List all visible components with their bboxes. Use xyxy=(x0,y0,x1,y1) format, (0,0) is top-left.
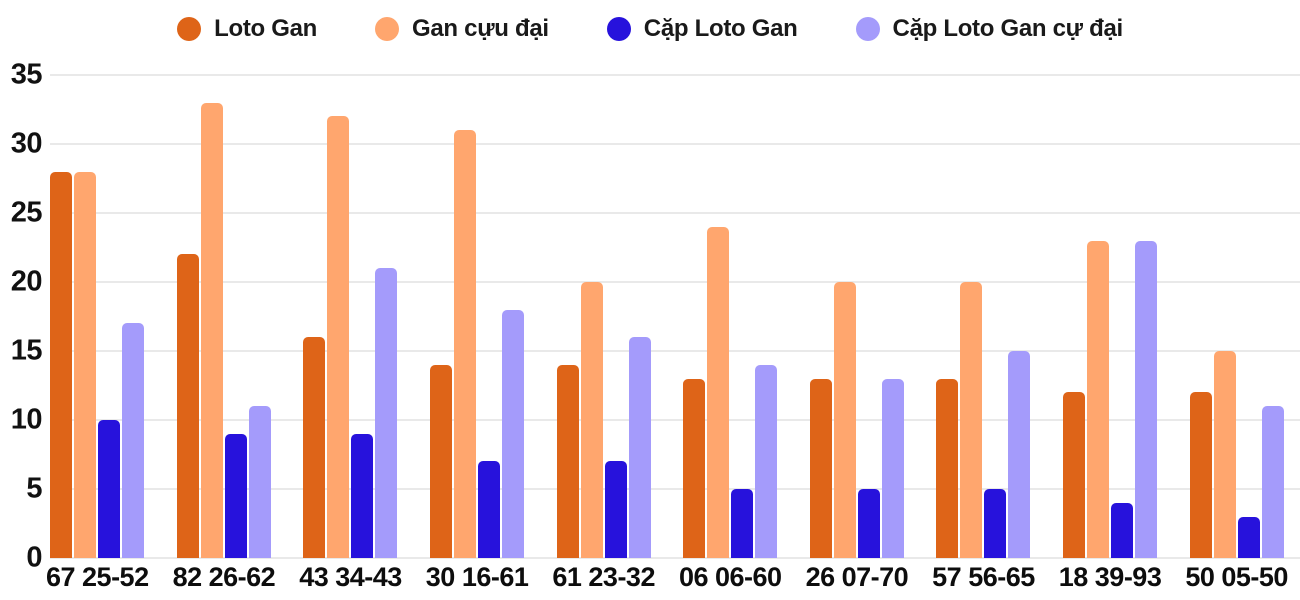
bar-gan-cựu-đại[interactable] xyxy=(1087,240,1110,558)
gridline xyxy=(50,74,1300,76)
bar-cặp-loto-gan-cự-đại[interactable] xyxy=(1008,351,1031,558)
legend-label: Cặp Loto Gan cự đại xyxy=(892,15,1124,42)
bar-gan-cựu-đại[interactable] xyxy=(1213,351,1236,558)
y-axis-tick-label: 20 xyxy=(10,265,43,298)
bar-cặp-loto-gan-cự-đại[interactable] xyxy=(1135,240,1158,558)
x-axis-category-label: 30 16-61 xyxy=(425,562,529,592)
y-axis-tick-label: 10 xyxy=(10,403,43,436)
legend-item-cap-loto-gan[interactable]: Cặp Loto Gan xyxy=(606,15,798,43)
legend-color-dot-icon xyxy=(855,17,880,41)
legend-label: Gan cựu đại xyxy=(412,15,549,42)
bar-cặp-loto-gan-cự-đại[interactable] xyxy=(628,337,651,558)
bar-cặp-loto-gan-cự-đại[interactable] xyxy=(248,406,271,558)
legend-item-gan-cuu-dai[interactable]: Gan cựu đại xyxy=(375,15,549,43)
legend-item-cap-loto-gan-cu-dai[interactable]: Cặp Loto Gan cự đại xyxy=(855,15,1124,43)
bar-cặp-loto-gan-cự-đại[interactable] xyxy=(1261,406,1284,558)
gridline xyxy=(50,143,1300,145)
bar-gan-cựu-đại[interactable] xyxy=(74,171,97,558)
plot-gridlines xyxy=(50,74,1300,559)
y-axis-tick-label: 35 xyxy=(10,58,43,91)
gridline xyxy=(50,350,1300,352)
x-axis-category-label: 61 23-32 xyxy=(552,562,655,592)
x-axis-labels: 67 25-52 82 26-62 43 34-43 30 16-61 61 23-32… xyxy=(34,561,1300,593)
x-axis-category-label: 67 25-52 xyxy=(46,562,149,592)
x-axis-category-label: 06 06-60 xyxy=(678,562,782,592)
plot-area xyxy=(34,75,1300,558)
legend-label: Loto Gan xyxy=(214,15,318,42)
bar-loto-gan[interactable] xyxy=(430,364,453,558)
y-axis-tick-label: 0 xyxy=(26,541,42,574)
bar-cặp-loto-gan[interactable] xyxy=(224,433,247,558)
bar-group xyxy=(287,75,414,558)
y-axis-tick-label: 5 xyxy=(26,472,42,505)
legend-item-loto-gan[interactable]: Loto Gan xyxy=(177,15,317,43)
bar-cặp-loto-gan[interactable] xyxy=(1237,516,1260,558)
bar-loto-gan[interactable] xyxy=(683,378,706,558)
bar-gan-cựu-đại[interactable] xyxy=(707,226,730,558)
bar-cặp-loto-gan-cự-đại[interactable] xyxy=(755,364,778,558)
bar-gan-cựu-đại[interactable] xyxy=(960,282,983,558)
bar-loto-gan[interactable] xyxy=(1063,392,1086,558)
legend-label: Cặp Loto Gan xyxy=(643,15,798,42)
bar-cặp-loto-gan[interactable] xyxy=(984,489,1007,558)
gridline xyxy=(50,488,1300,490)
bar-group xyxy=(794,75,921,558)
legend-color-dot-icon xyxy=(177,17,202,41)
bar-cặp-loto-gan-cự-đại[interactable] xyxy=(881,378,904,558)
bar-group xyxy=(414,75,541,558)
gridline xyxy=(50,419,1300,421)
bar-group xyxy=(1173,75,1300,558)
bar-loto-gan[interactable] xyxy=(556,364,579,558)
y-axis-labels: 0 5 10 15 20 25 30 35 xyxy=(0,60,43,572)
bar-loto-gan[interactable] xyxy=(50,171,73,558)
bar-group xyxy=(34,75,161,558)
bar-cặp-loto-gan[interactable] xyxy=(98,420,121,558)
bar-group xyxy=(1047,75,1174,558)
bar-group xyxy=(161,75,288,558)
bar-loto-gan[interactable] xyxy=(303,337,326,558)
gridline xyxy=(50,212,1300,214)
bar-cặp-loto-gan-cự-đại[interactable] xyxy=(375,268,398,558)
bar-cặp-loto-gan[interactable] xyxy=(478,461,501,558)
bar-group xyxy=(667,75,794,558)
bar-gan-cựu-đại[interactable] xyxy=(200,102,223,558)
bar-cặp-loto-gan[interactable] xyxy=(351,433,374,558)
bar-loto-gan[interactable] xyxy=(176,254,199,558)
bar-gan-cựu-đại[interactable] xyxy=(833,282,856,558)
gridline xyxy=(50,281,1300,283)
y-axis-tick-label: 30 xyxy=(10,127,43,160)
gridline xyxy=(50,557,1300,559)
x-axis-category-label: 18 39-93 xyxy=(1058,562,1162,592)
bar-cặp-loto-gan-cự-đại[interactable] xyxy=(502,309,525,558)
bar-cặp-loto-gan[interactable] xyxy=(857,489,880,558)
x-axis-category-label: 82 26-62 xyxy=(172,562,276,592)
bar-gan-cựu-đại[interactable] xyxy=(327,116,350,558)
chart-legend: Loto Gan Gan cựu đại Cặp Loto Gan Cặp Lo… xyxy=(0,8,1300,50)
x-axis-category-label: 57 56-65 xyxy=(932,562,1035,592)
bar-group xyxy=(540,75,667,558)
bar-cặp-loto-gan-cự-đại[interactable] xyxy=(122,323,145,558)
bar-loto-gan[interactable] xyxy=(809,378,832,558)
bar-cặp-loto-gan[interactable] xyxy=(731,489,754,558)
bar-gan-cựu-đại[interactable] xyxy=(580,282,603,558)
x-axis-category-label: 26 07-70 xyxy=(805,562,909,592)
bar-group xyxy=(920,75,1047,558)
x-axis-category-label: 50 05-50 xyxy=(1185,562,1288,592)
bar-loto-gan[interactable] xyxy=(936,378,959,558)
bar-cặp-loto-gan[interactable] xyxy=(1111,502,1134,558)
bar-cặp-loto-gan[interactable] xyxy=(604,461,627,558)
bar-gan-cựu-đại[interactable] xyxy=(454,130,477,558)
y-axis-tick-label: 25 xyxy=(10,196,43,229)
x-axis-category-label: 43 34-43 xyxy=(299,562,402,592)
bar-loto-gan[interactable] xyxy=(1189,392,1212,558)
legend-color-dot-icon xyxy=(606,17,631,41)
legend-color-dot-icon xyxy=(375,17,400,41)
y-axis-tick-label: 15 xyxy=(10,334,43,367)
